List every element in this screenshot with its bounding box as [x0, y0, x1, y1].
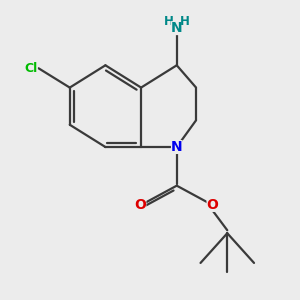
Text: Cl: Cl — [25, 62, 38, 75]
Text: O: O — [135, 198, 146, 212]
Text: H: H — [164, 15, 173, 28]
Text: O: O — [206, 198, 218, 212]
Text: H: H — [180, 15, 190, 28]
Text: N: N — [171, 140, 183, 154]
Text: N: N — [171, 21, 183, 35]
